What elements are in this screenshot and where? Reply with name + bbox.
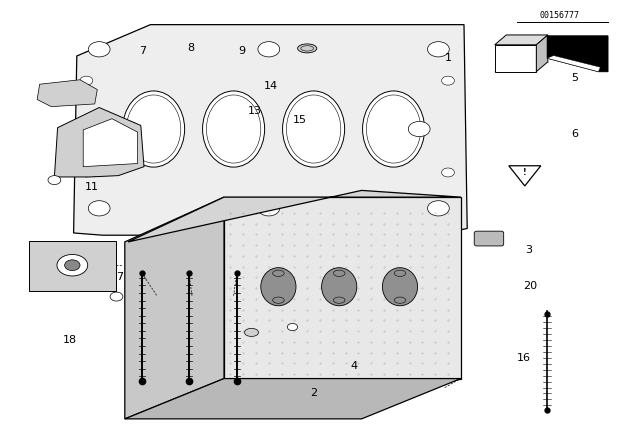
Text: 8: 8 — [188, 43, 195, 53]
Text: 9: 9 — [239, 46, 246, 56]
Polygon shape — [547, 36, 608, 72]
Circle shape — [110, 292, 123, 301]
Ellipse shape — [298, 44, 317, 53]
Text: 5: 5 — [572, 73, 579, 82]
Polygon shape — [29, 241, 116, 291]
Text: 16: 16 — [517, 353, 531, 362]
Polygon shape — [128, 190, 461, 242]
Ellipse shape — [123, 91, 184, 167]
Text: 14: 14 — [264, 82, 278, 91]
Circle shape — [428, 201, 449, 216]
Text: 1: 1 — [445, 53, 452, 63]
Circle shape — [80, 168, 93, 177]
Polygon shape — [495, 45, 536, 72]
Ellipse shape — [362, 91, 425, 167]
Text: 3: 3 — [525, 245, 532, 255]
Circle shape — [48, 176, 61, 185]
Circle shape — [287, 323, 298, 331]
Text: 19: 19 — [53, 256, 67, 266]
Ellipse shape — [283, 91, 345, 167]
Circle shape — [258, 201, 280, 216]
Ellipse shape — [244, 328, 259, 336]
Circle shape — [442, 76, 454, 85]
Circle shape — [57, 254, 88, 276]
Polygon shape — [224, 197, 461, 379]
Text: !: ! — [523, 168, 527, 177]
Polygon shape — [547, 56, 600, 72]
Polygon shape — [509, 166, 541, 186]
Polygon shape — [83, 119, 138, 167]
Polygon shape — [54, 108, 144, 177]
Polygon shape — [125, 197, 224, 419]
Text: 18: 18 — [63, 335, 77, 345]
Circle shape — [88, 201, 110, 216]
Circle shape — [88, 42, 110, 57]
Circle shape — [442, 168, 454, 177]
Polygon shape — [125, 379, 461, 419]
Circle shape — [408, 121, 430, 137]
Text: 20: 20 — [524, 281, 538, 291]
Polygon shape — [37, 80, 97, 107]
Text: 7: 7 — [140, 46, 147, 56]
Ellipse shape — [383, 268, 418, 306]
Text: 13: 13 — [248, 106, 262, 116]
Ellipse shape — [322, 268, 357, 306]
Circle shape — [117, 121, 139, 137]
Ellipse shape — [202, 91, 265, 167]
Text: 00156777: 00156777 — [540, 11, 580, 20]
Text: 11: 11 — [85, 182, 99, 192]
Circle shape — [428, 42, 449, 57]
Text: 10: 10 — [85, 169, 99, 179]
Polygon shape — [536, 35, 548, 72]
Circle shape — [65, 260, 80, 271]
Ellipse shape — [261, 268, 296, 306]
Polygon shape — [495, 35, 548, 45]
Text: 6: 6 — [572, 129, 579, 138]
FancyBboxPatch shape — [474, 231, 504, 246]
Text: 2: 2 — [310, 388, 317, 398]
Circle shape — [258, 42, 280, 57]
Text: 15: 15 — [293, 115, 307, 125]
Text: 4: 4 — [351, 362, 358, 371]
Polygon shape — [74, 25, 467, 235]
Circle shape — [80, 76, 93, 85]
Text: 12: 12 — [85, 155, 99, 165]
Text: 17: 17 — [111, 272, 125, 282]
